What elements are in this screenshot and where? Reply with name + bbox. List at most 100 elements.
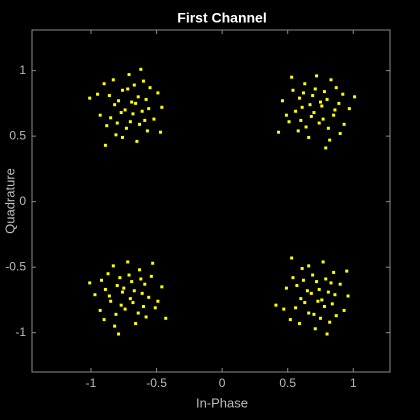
point (96, 92, 100, 96)
point (115, 284, 119, 288)
point (326, 290, 330, 294)
point (141, 304, 145, 308)
point (131, 301, 135, 305)
point (282, 307, 286, 311)
point (113, 103, 117, 107)
y-tick-label: 1 (19, 63, 26, 77)
point (332, 270, 336, 274)
point (345, 269, 349, 273)
point (299, 297, 303, 301)
point (151, 261, 155, 265)
point (337, 101, 341, 105)
point (334, 314, 338, 318)
point (312, 111, 316, 115)
x-tick-label: -1 (86, 376, 97, 390)
point (294, 109, 298, 113)
point (103, 287, 107, 291)
point (139, 67, 143, 71)
point (160, 105, 164, 109)
point (102, 318, 106, 322)
point (88, 96, 92, 100)
point (128, 120, 132, 124)
point (303, 82, 307, 86)
point (138, 268, 142, 272)
y-tick-label: -0.5 (5, 259, 26, 273)
point (147, 107, 151, 111)
point (277, 130, 281, 134)
point (126, 260, 130, 264)
point (313, 87, 317, 91)
point (113, 324, 117, 328)
point (160, 285, 164, 289)
point (342, 122, 346, 126)
point (307, 135, 311, 139)
point (109, 299, 113, 303)
point (120, 135, 124, 139)
point (122, 286, 126, 290)
point (317, 287, 321, 291)
point (325, 332, 329, 336)
point (141, 79, 145, 83)
point (333, 293, 337, 297)
x-tick-label: 0 (219, 376, 226, 390)
point (131, 112, 135, 116)
point (322, 304, 326, 308)
point (119, 111, 123, 115)
point (298, 96, 302, 100)
point (334, 86, 338, 90)
point (109, 116, 113, 120)
point (124, 126, 128, 130)
point (134, 322, 138, 326)
point (296, 129, 300, 133)
point (308, 103, 312, 107)
point (143, 118, 147, 122)
point (134, 101, 138, 105)
y-tick-label: 0 (19, 194, 26, 208)
point (320, 298, 324, 302)
point (106, 272, 110, 276)
x-tick-label: 1 (350, 376, 357, 390)
point (115, 121, 119, 125)
point (328, 138, 332, 142)
point (274, 303, 278, 307)
point (147, 295, 151, 299)
point (114, 312, 118, 316)
point (303, 301, 307, 305)
point (156, 299, 160, 303)
point (118, 276, 122, 280)
point (321, 117, 325, 121)
point (322, 90, 326, 94)
plot-area (31, 29, 391, 373)
point (132, 83, 136, 87)
point (341, 92, 345, 96)
point (102, 82, 106, 86)
point (318, 316, 322, 320)
point (315, 280, 319, 284)
point (98, 308, 102, 312)
y-tick-label: -1 (15, 325, 26, 339)
point (93, 293, 97, 297)
x-tick-label: -0.5 (146, 376, 167, 390)
point (330, 302, 334, 306)
point (119, 303, 123, 307)
point (287, 120, 291, 124)
point (120, 88, 124, 92)
point (143, 282, 147, 286)
point (135, 139, 139, 143)
point (332, 113, 336, 117)
point (299, 118, 303, 122)
point (295, 284, 299, 288)
point (329, 78, 333, 82)
point (138, 122, 142, 126)
point (107, 94, 111, 98)
point (111, 264, 115, 268)
point (117, 99, 121, 103)
point (309, 291, 313, 295)
point (88, 281, 92, 285)
point (353, 95, 357, 99)
point (149, 274, 153, 278)
point (140, 291, 144, 295)
y-tick-label: 0.5 (9, 128, 26, 142)
point (140, 109, 144, 113)
